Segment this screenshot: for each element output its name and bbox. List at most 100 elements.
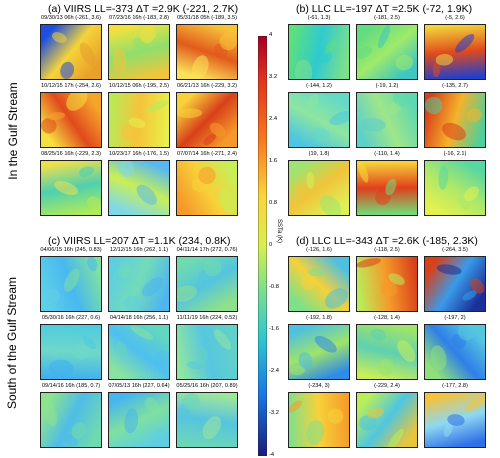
tile-label: (-5, 2.6): [445, 15, 465, 21]
sst-tile: [108, 324, 170, 380]
sst-tile: [356, 24, 418, 80]
sst-tile: [108, 256, 170, 312]
sst-tile: [288, 24, 350, 80]
tile-label: (-144, 1.2): [306, 83, 332, 89]
sst-tile-field: [289, 161, 349, 215]
colorbar-label: SSTa (K): [276, 219, 282, 244]
tile-label: (-264, 3.5): [442, 247, 468, 253]
tile-label: (-177, 2.8): [442, 383, 468, 389]
colorbar-tick-label: 1.6: [269, 158, 278, 164]
panel-title: (d) LLC LL=-343 ΔT =2.6K (-185, 2.3K): [296, 235, 478, 247]
sst-tile: [288, 392, 350, 448]
sst-tile: [176, 160, 238, 216]
colorbar-tick-label: -2.4: [269, 368, 279, 374]
sst-tile: [40, 324, 102, 380]
sst-tile: [288, 160, 350, 216]
sst-tile: [40, 92, 102, 148]
tile-label: (-126, 1.6): [306, 247, 332, 253]
sst-tile: [176, 256, 238, 312]
sst-tile: [176, 392, 238, 448]
tile-label: 07/05/13 16h (227, 0.64): [108, 383, 170, 389]
sst-tile-field: [289, 325, 349, 379]
tile-label: 11/11/19 16h (224, 0.52): [176, 315, 238, 321]
colorbar-tick-label: -0.8: [269, 284, 279, 290]
sst-tile: [356, 324, 418, 380]
sst-tile-field: [41, 25, 101, 79]
panel-title: (c) VIIRS LL=207 ΔT =1.1K (234, 0.8K): [48, 235, 231, 247]
sst-tile: [108, 92, 170, 148]
colorbar-tick-label: 3.2: [269, 74, 278, 80]
sst-tile-field: [425, 257, 485, 311]
sst-tile-field: [425, 161, 485, 215]
tile-label: 04/11/14 17h (272, 0.76): [176, 247, 238, 253]
tile-label: 06/21/13 16h (-229, 3.2): [176, 83, 238, 89]
colorbar-tick-label: -3.2: [269, 410, 279, 416]
tile-label: (-19, 1.2): [375, 83, 399, 89]
sst-tile-field: [357, 393, 417, 447]
sst-tile: [40, 160, 102, 216]
colorbar-gradient: [258, 36, 267, 456]
tile-label: (-229, 2.4): [374, 383, 400, 389]
sst-tile-field: [109, 161, 169, 215]
sst-tile: [40, 256, 102, 312]
sst-tile-field: [425, 325, 485, 379]
tile-label: 07/07/14 16h (-271, 2.4): [176, 151, 238, 157]
tile-label: (-110, 1.4): [374, 151, 400, 157]
sst-tile-field: [357, 25, 417, 79]
sst-tile-field: [177, 393, 237, 447]
tile-label: (-128, 1.4): [374, 315, 400, 321]
sst-tile: [424, 324, 486, 380]
sst-tile-field: [177, 161, 237, 215]
colorbar-tick-label: 0: [269, 242, 273, 248]
tile-label: (19, 1.8): [308, 151, 330, 157]
sst-tile: [356, 256, 418, 312]
sst-tile-field: [177, 25, 237, 79]
tile-label: (-118, 2.5): [374, 247, 400, 253]
tile-label: 07/23/16 16h (-183, 2.8): [108, 15, 170, 21]
side-label-bottom: South of the Gulf Stream: [5, 276, 19, 410]
sst-tile: [288, 324, 350, 380]
sst-tile-field: [289, 25, 349, 79]
sst-tile: [288, 92, 350, 148]
sst-tile-field: [41, 93, 101, 147]
colorbar-tick-label: -4: [269, 452, 275, 458]
sst-tile-field: [109, 93, 169, 147]
sst-tile-field: [177, 325, 237, 379]
colorbar: [258, 36, 267, 456]
tile-label: (-192, 1.8): [306, 315, 332, 321]
sst-tile: [424, 24, 486, 80]
sst-tile-field: [357, 325, 417, 379]
sst-tile: [424, 92, 486, 148]
sst-tile-field: [109, 257, 169, 311]
tile-label: 10/12/15 06h (-195, 2.5): [108, 83, 170, 89]
tile-label: 12/12/15 16h (262, 1.1): [109, 247, 169, 253]
sst-tile: [424, 392, 486, 448]
tile-label: 09/14/16 16h (185, 0.7): [41, 383, 101, 389]
tile-label: 04/06/15 16h (245, 0.83): [40, 247, 102, 253]
sst-tile: [356, 92, 418, 148]
sst-tile-field: [41, 161, 101, 215]
sst-tile-field: [177, 257, 237, 311]
sst-tile-field: [109, 393, 169, 447]
tile-label: 04/14/18 16h (256, 1.1): [109, 315, 169, 321]
sst-tile: [176, 324, 238, 380]
sst-tile: [40, 24, 102, 80]
tile-label: (-197, 2): [444, 315, 466, 321]
tile-label: (-234, 3): [308, 383, 330, 389]
sst-tile: [356, 392, 418, 448]
sst-tile: [424, 160, 486, 216]
sst-tile-field: [289, 257, 349, 311]
sst-tile: [40, 392, 102, 448]
tile-label: 05/31/18 05h (-189, 3.5): [176, 15, 238, 21]
sst-tile: [356, 160, 418, 216]
sst-tile-field: [425, 393, 485, 447]
sst-tile: [176, 92, 238, 148]
colorbar-tick-label: 2.4: [269, 116, 278, 122]
tile-label: 08/25/16 16h (-229, 2.3): [40, 151, 102, 157]
side-label-top: In the Gulf Stream: [6, 82, 20, 180]
sst-tile-field: [109, 25, 169, 79]
sst-tile: [108, 160, 170, 216]
tile-label: (-61, 1.3): [307, 15, 331, 21]
sst-tile: [108, 24, 170, 80]
sst-tile-field: [357, 93, 417, 147]
